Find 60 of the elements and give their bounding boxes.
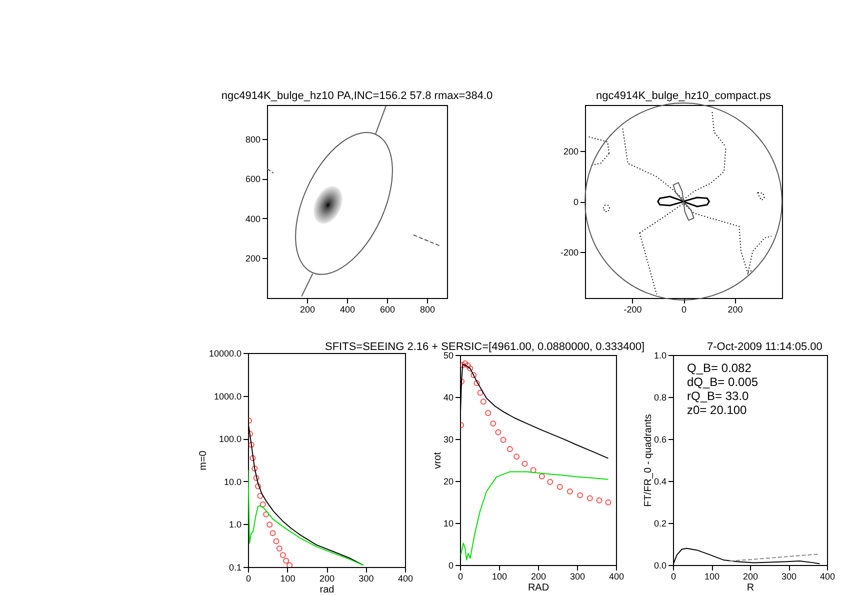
x-axis-title: rad (320, 584, 334, 595)
y-tick-label: 0.1 (228, 562, 242, 572)
chart-title: ngc4914K_bulge_hz10 PA,INC=156.2 57.8 rmax=384.0 (221, 90, 493, 102)
y-tick-label: 20 (443, 476, 454, 486)
y-tick-label: 100.0 (218, 434, 242, 444)
y-tick-label: -200 (560, 247, 578, 258)
y-tick-label: 10.0 (224, 476, 242, 487)
y-tick-label: 400 (245, 214, 260, 224)
text: 7-Oct-2009 11:14:05.00 (707, 341, 822, 353)
x-tick-label: 600 (380, 304, 396, 314)
y-tick-label: 0.2 (654, 518, 666, 528)
x-tick-label: 200 (728, 304, 743, 314)
y-tick-label: 1.0 (654, 350, 666, 360)
x-tick-label: 300 (781, 572, 797, 582)
x-tick-label: 800 (420, 304, 436, 314)
x-tick-label: 300 (570, 572, 586, 582)
x-tick-label: 200 (742, 572, 758, 582)
x-tick-label: -200 (624, 304, 642, 314)
x-axis-title: R (746, 582, 754, 594)
y-axis-title: vrot (432, 452, 444, 469)
x-tick-label: 0 (458, 572, 464, 582)
x-tick-label: 0 (670, 572, 676, 582)
y-tick-label: 800 (245, 134, 260, 144)
x-tick-label: 300 (358, 574, 374, 584)
y-tick-label: 0.8 (654, 392, 666, 402)
y-tick-label: 1000.0 (214, 391, 242, 402)
x-tick-label: 400 (398, 574, 414, 584)
x-tick-label: 0 (681, 304, 687, 314)
x-tick-label: 400 (608, 572, 624, 582)
x-tick-label: 100 (492, 572, 508, 582)
y-tick-label: 600 (245, 174, 260, 184)
y-axis-title: m=0 (198, 450, 209, 470)
annotation: z0= 20.100 (687, 403, 748, 417)
x-tick-label: 200 (530, 572, 546, 582)
chart-title: ngc4914K_bulge_hz10_compact.ps (596, 90, 772, 102)
y-tick-label: 40 (443, 392, 454, 402)
x-tick-label: 200 (300, 304, 316, 314)
y-tick-label: 1.0 (228, 520, 242, 530)
y-tick-label: 200 (245, 254, 260, 264)
y-tick-label: 10000.0 (208, 348, 242, 358)
y-tick-label: 0 (573, 197, 578, 207)
y-tick-label: 200 (563, 146, 578, 157)
annotation: Q_B= 0.082 (687, 361, 752, 375)
text: SFITS=SEEING 2.16 + SERSIC=[4961.00, 0.0880000, 0.333400] (325, 341, 645, 353)
y-axis-title: FT/FR_0 - quadrants (642, 414, 654, 507)
annotation: dQ_B= 0.005 (687, 375, 758, 389)
x-axis-title: RAD (528, 582, 550, 594)
x-tick-label: 200 (319, 574, 335, 584)
y-tick-label: 50 (443, 350, 454, 360)
x-tick-label: 400 (820, 572, 836, 582)
y-tick-label: 0.4 (654, 476, 666, 486)
x-tick-label: 100 (704, 572, 720, 582)
annotation: rQ_B= 33.0 (687, 389, 750, 403)
x-tick-label: 400 (340, 304, 356, 314)
y-tick-label: 0.6 (654, 434, 666, 444)
y-tick-label: 30 (443, 434, 454, 444)
y-tick-label: 0 (448, 560, 454, 570)
x-tick-label: 100 (280, 574, 296, 584)
y-tick-label: 10 (443, 518, 454, 528)
y-tick-label: 0.0 (654, 560, 666, 570)
